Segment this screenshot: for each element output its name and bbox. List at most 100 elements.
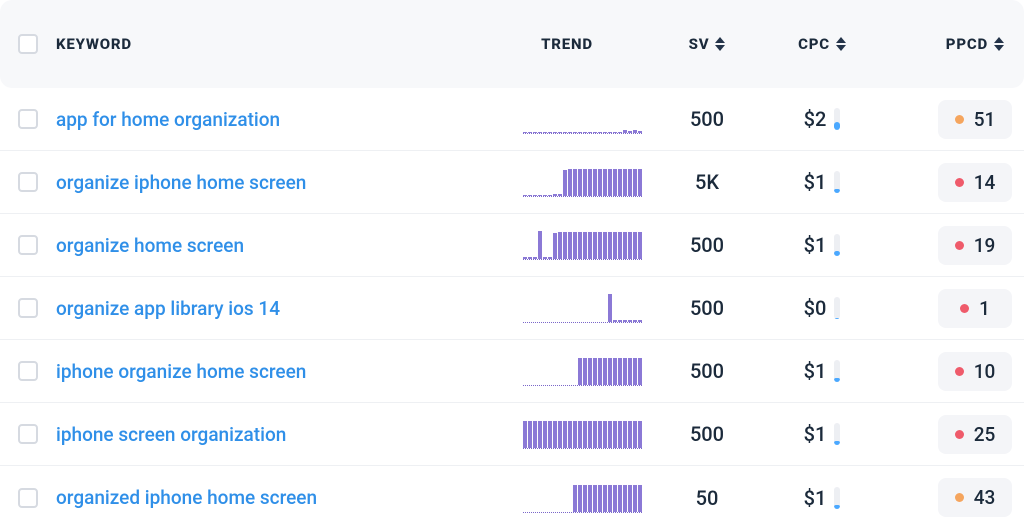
cpc-cell: $1 xyxy=(762,170,882,194)
ppcd-cell: 1 xyxy=(882,289,1012,328)
keyword-link[interactable]: organized iphone home screen xyxy=(56,486,317,509)
cpc-bar xyxy=(834,171,840,193)
keyword-cell: organize app library ios 14 xyxy=(56,297,482,320)
ppcd-dot-icon xyxy=(955,178,964,187)
ppcd-cell: 43 xyxy=(882,478,1012,517)
cpc-cell: $1 xyxy=(762,422,882,446)
table-header: KEYWORD TREND SV CPC PPCD xyxy=(0,0,1024,88)
cpc-bar xyxy=(834,234,840,256)
cpc-bar xyxy=(834,487,840,509)
ppcd-badge: 51 xyxy=(938,100,1012,139)
sort-icon xyxy=(994,37,1004,51)
sort-icon xyxy=(836,37,846,51)
ppcd-value: 51 xyxy=(974,108,996,131)
row-checkbox-cell xyxy=(0,488,56,508)
row-checkbox-cell xyxy=(0,235,56,255)
keyword-table: KEYWORD TREND SV CPC PPCD app xyxy=(0,0,1024,529)
trend-cell xyxy=(482,230,652,260)
col-cpc-label: CPC xyxy=(798,35,830,53)
row-checkbox[interactable] xyxy=(18,172,38,192)
cpc-cell: $1 xyxy=(762,359,882,383)
row-checkbox-cell xyxy=(0,109,56,129)
trend-cell xyxy=(482,167,652,197)
col-keyword[interactable]: KEYWORD xyxy=(56,35,482,53)
table-row: organized iphone home screen 50 $1 43 xyxy=(0,466,1024,529)
cpc-cell: $1 xyxy=(762,233,882,257)
select-all-cell xyxy=(0,34,56,54)
select-all-checkbox[interactable] xyxy=(18,34,38,54)
row-checkbox[interactable] xyxy=(18,424,38,444)
trend-sparkline xyxy=(523,104,642,134)
ppcd-cell: 14 xyxy=(882,163,1012,202)
trend-cell xyxy=(482,104,652,134)
trend-sparkline xyxy=(523,419,642,449)
trend-cell xyxy=(482,293,652,323)
trend-sparkline xyxy=(523,167,642,197)
keyword-cell: app for home organization xyxy=(56,108,482,131)
keyword-link[interactable]: app for home organization xyxy=(56,108,280,131)
cpc-value: $1 xyxy=(804,486,827,510)
row-checkbox[interactable] xyxy=(18,109,38,129)
trend-sparkline xyxy=(523,483,642,513)
ppcd-dot-icon xyxy=(955,115,964,124)
ppcd-badge: 10 xyxy=(938,352,1012,391)
sv-cell: 500 xyxy=(652,359,762,383)
col-trend-label: TREND xyxy=(541,35,593,53)
cpc-value: $0 xyxy=(804,296,827,320)
trend-sparkline xyxy=(523,356,642,386)
row-checkbox-cell xyxy=(0,424,56,444)
row-checkbox[interactable] xyxy=(18,488,38,508)
col-sv-label: SV xyxy=(689,35,710,53)
ppcd-dot-icon xyxy=(955,241,964,250)
trend-cell xyxy=(482,356,652,386)
cpc-cell: $0 xyxy=(762,296,882,320)
trend-sparkline xyxy=(523,230,642,260)
row-checkbox-cell xyxy=(0,172,56,192)
sort-icon xyxy=(715,37,725,51)
ppcd-value: 19 xyxy=(974,234,996,257)
cpc-bar xyxy=(834,108,840,130)
col-cpc[interactable]: CPC xyxy=(762,35,882,53)
ppcd-dot-icon xyxy=(955,367,964,376)
trend-cell xyxy=(482,419,652,449)
ppcd-value: 1 xyxy=(979,297,990,320)
keyword-cell: iphone organize home screen xyxy=(56,360,482,383)
table-body: app for home organization500$251organize… xyxy=(0,88,1024,529)
col-trend[interactable]: TREND xyxy=(482,35,652,53)
keyword-cell: organize home screen xyxy=(56,234,482,257)
col-ppcd[interactable]: PPCD xyxy=(882,35,1012,53)
ppcd-badge: 1 xyxy=(938,289,1012,328)
table-row: organize iphone home screen5K$114 xyxy=(0,151,1024,214)
keyword-link[interactable]: organize app library ios 14 xyxy=(56,297,280,320)
cpc-value: $1 xyxy=(804,233,827,257)
sv-cell: 500 xyxy=(652,233,762,257)
ppcd-cell: 51 xyxy=(882,100,1012,139)
ppcd-dot-icon xyxy=(960,304,969,313)
col-keyword-label: KEYWORD xyxy=(56,35,132,53)
row-checkbox-cell xyxy=(0,298,56,318)
keyword-link[interactable]: iphone screen organization xyxy=(56,423,286,446)
cpc-bar xyxy=(834,360,840,382)
keyword-link[interactable]: organize iphone home screen xyxy=(56,171,306,194)
keyword-link[interactable]: iphone organize home screen xyxy=(56,360,306,383)
sv-cell: 500 xyxy=(652,107,762,131)
row-checkbox[interactable] xyxy=(18,235,38,255)
sv-cell: 50 xyxy=(652,486,762,510)
keyword-cell: organize iphone home screen xyxy=(56,171,482,194)
cpc-bar xyxy=(834,423,840,445)
col-sv[interactable]: SV xyxy=(652,35,762,53)
sv-cell: 500 xyxy=(652,296,762,320)
trend-cell xyxy=(482,483,652,513)
ppcd-badge: 43 xyxy=(938,478,1012,517)
cpc-value: $1 xyxy=(804,422,827,446)
row-checkbox[interactable] xyxy=(18,361,38,381)
cpc-bar xyxy=(834,297,840,319)
ppcd-cell: 10 xyxy=(882,352,1012,391)
cpc-value: $1 xyxy=(804,359,827,383)
keyword-link[interactable]: organize home screen xyxy=(56,234,244,257)
table-row: iphone organize home screen 500 $1 10 xyxy=(0,340,1024,403)
row-checkbox[interactable] xyxy=(18,298,38,318)
ppcd-value: 14 xyxy=(974,171,996,194)
cpc-cell: $2 xyxy=(762,107,882,131)
cpc-value: $1 xyxy=(804,170,827,194)
